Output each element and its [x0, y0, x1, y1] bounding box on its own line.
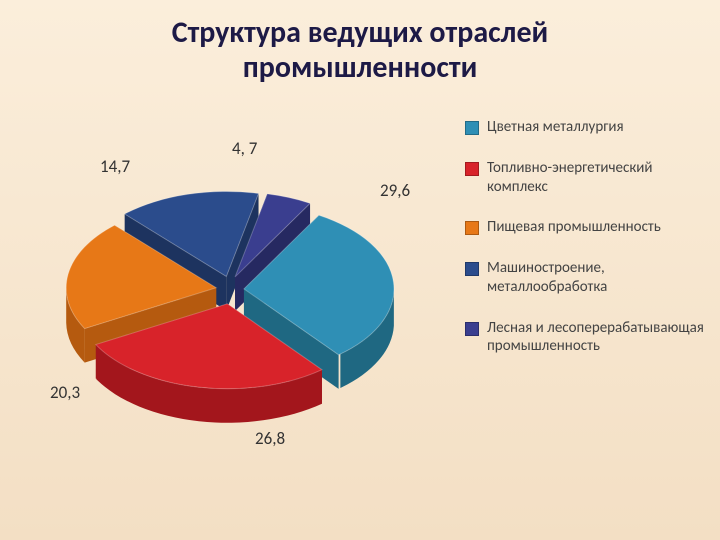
legend-label: Лесная и лесоперерабатывающая промышленн…	[487, 319, 705, 357]
legend-item: Топливно-энергетический комплекс	[465, 159, 705, 197]
legend-item: Машиностроение, металлообработка	[465, 259, 705, 297]
legend-swatch	[465, 162, 479, 176]
legend-label: Топливно-энергетический комплекс	[487, 159, 705, 197]
pie-chart: 29,6 26,8 20,3 14,7 4, 7	[40, 120, 420, 460]
pie-value-label: 29,6	[380, 180, 410, 201]
legend-swatch	[465, 322, 479, 336]
legend-swatch	[465, 262, 479, 276]
legend: Цветная металлургия Топливно-энергетическ…	[465, 118, 705, 378]
legend-item: Пищевая промышленность	[465, 218, 705, 237]
pie-value-label: 26,8	[255, 428, 285, 449]
legend-item: Лесная и лесоперерабатывающая промышленн…	[465, 319, 705, 357]
pie-value-label: 14,7	[100, 156, 130, 177]
pie-value-label: 4, 7	[232, 138, 257, 159]
title-line-2: промышленности	[243, 49, 478, 86]
pie-svg	[40, 120, 420, 460]
legend-label: Машиностроение, металлообработка	[487, 259, 705, 297]
legend-swatch	[465, 221, 479, 235]
title-line-1: Структура ведущих отраслей	[172, 14, 549, 51]
legend-label: Пищевая промышленность	[487, 218, 661, 237]
legend-swatch	[465, 121, 479, 135]
legend-label: Цветная металлургия	[487, 118, 624, 137]
pie-value-label: 20,3	[50, 382, 80, 403]
page-title: Структура ведущих отраслей промышленност…	[0, 16, 720, 85]
legend-item: Цветная металлургия	[465, 118, 705, 137]
